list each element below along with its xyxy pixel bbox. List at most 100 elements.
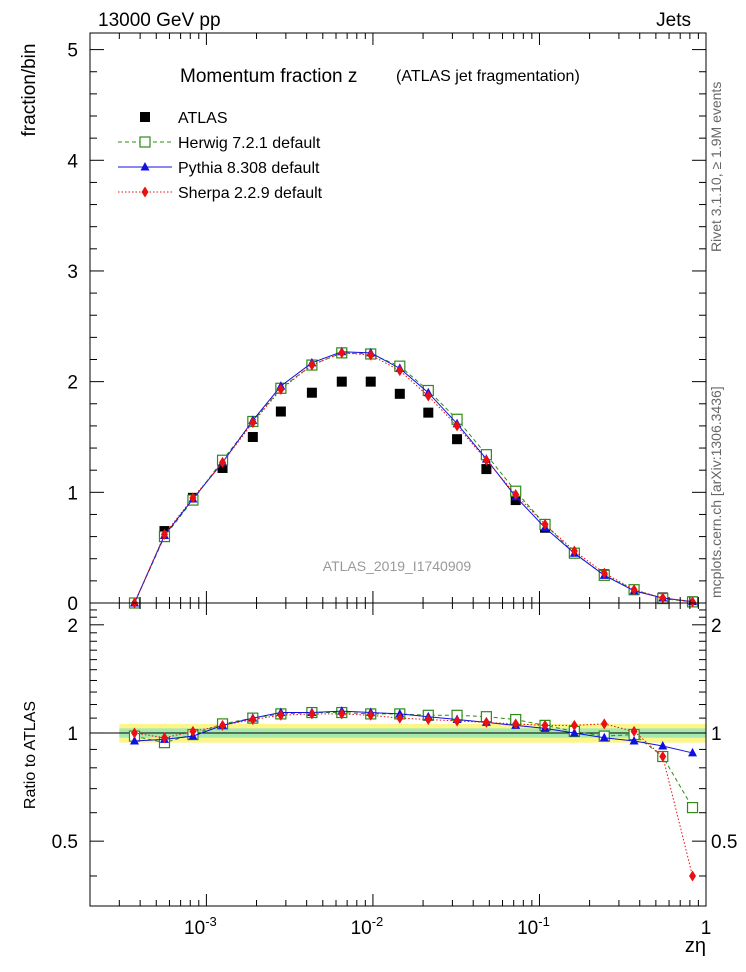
data-point <box>217 462 228 473</box>
ratio-point <box>249 714 257 726</box>
ratio-point <box>308 708 316 720</box>
data-point <box>367 349 375 361</box>
ratio-point <box>129 735 139 745</box>
x-tick-label: 10-3 <box>184 914 217 939</box>
y-tick-label: 5 <box>67 41 78 62</box>
ratio-point <box>453 715 461 727</box>
data-point <box>277 383 285 395</box>
legend-label: ATLAS <box>178 110 228 127</box>
data-point <box>396 365 404 377</box>
ratio-frame <box>89 602 707 907</box>
ratio-series-0 <box>128 706 699 814</box>
x-tick-label: 1 <box>701 918 712 939</box>
ratio-point <box>659 751 667 763</box>
data-point <box>306 387 317 398</box>
data-point <box>189 492 197 504</box>
y-tick-label: 4 <box>67 151 78 172</box>
data-point <box>423 407 434 418</box>
data-point <box>219 456 227 468</box>
category-label: Jets <box>656 10 691 31</box>
data-point <box>570 545 578 557</box>
ratio-series-2 <box>130 708 697 882</box>
ratio-plot-panel: Ratio to ATLAS zη 10-3 10-2 10-1 1 0.5 0.5 1 1 2… <box>22 602 737 957</box>
ratio-series-line <box>134 713 694 877</box>
y-tick-label-right: 0.5 <box>711 832 737 853</box>
legend: ATLAS Herwig 7.2.1 default Pythia 8.308 de… <box>118 110 323 202</box>
chart-subtitle: (ATLAS jet fragmentation) <box>396 68 580 85</box>
ratio-point <box>512 718 520 730</box>
ratio-point <box>569 727 579 737</box>
x-axis-label: zη <box>685 935 706 957</box>
ratio-point <box>570 719 578 731</box>
data-point <box>394 388 405 399</box>
ratio-point <box>658 740 668 750</box>
ratio-y-axis-label: Ratio to ATLAS <box>22 701 39 809</box>
legend-marker <box>140 162 150 171</box>
data-point <box>247 431 258 442</box>
data-point <box>453 420 461 432</box>
rivet-label: Rivet 3.1.10, ≥ 1.9M events <box>708 82 724 252</box>
ratio-point <box>277 709 285 721</box>
data-point <box>365 376 376 387</box>
ratio-point <box>689 870 697 882</box>
data-point <box>659 592 667 604</box>
main-plot-panel: fraction/bin Momentum fraction z (ATLAS … <box>19 32 707 615</box>
data-point <box>481 464 492 475</box>
chart-title: Momentum fraction z <box>180 66 357 87</box>
data-point <box>452 434 463 445</box>
data-point <box>482 454 490 466</box>
ratio-point <box>599 732 609 742</box>
data-point <box>308 359 316 371</box>
y-tick-label-right: 1 <box>711 724 722 745</box>
analysis-watermark: ATLAS_2019_I1740909 <box>323 558 472 574</box>
legend-label: Herwig 7.2.1 default <box>178 135 321 152</box>
ratio-point <box>482 716 490 728</box>
legend-marker <box>140 112 150 122</box>
ratio-point <box>396 712 404 724</box>
data-point <box>338 347 346 359</box>
series-line <box>134 352 693 604</box>
ratio-point <box>629 735 639 745</box>
data-point <box>160 528 168 540</box>
ratio-point <box>189 725 197 737</box>
legend-label: Sherpa 2.2.9 default <box>178 185 323 202</box>
ratio-point <box>541 719 549 731</box>
ratio-point <box>600 718 608 730</box>
ratio-point <box>160 732 168 744</box>
y-tick-label: 2 <box>67 616 78 637</box>
data-point <box>600 567 608 579</box>
ratio-point <box>424 714 432 726</box>
data-point <box>336 376 347 387</box>
data-point <box>424 390 432 402</box>
mcplots-label: mcplots.cern.ch [arXiv:1306.3436] <box>708 386 724 598</box>
ratio-point <box>686 801 699 814</box>
x-tick-label: 10-1 <box>517 914 550 939</box>
y-tick-label: 1 <box>67 724 78 745</box>
ratio-point <box>338 708 346 720</box>
y-tick-label: 0 <box>67 594 78 615</box>
series-3 <box>130 347 697 609</box>
x-tick-label: 10-2 <box>351 914 384 939</box>
y-tick-label: 0.5 <box>52 832 78 853</box>
y-tick-label-right: 2 <box>711 616 722 637</box>
ratio-point <box>688 747 698 757</box>
legend-marker <box>139 136 151 148</box>
y-tick-label: 2 <box>67 373 78 394</box>
data-point <box>512 489 520 501</box>
data-point <box>249 417 257 429</box>
data-point <box>541 518 549 530</box>
energy-label: 13000 GeV pp <box>98 10 221 31</box>
data-point <box>275 406 286 417</box>
data-point <box>630 584 638 596</box>
main-y-axis-label: fraction/bin <box>19 44 40 137</box>
ratio-point <box>130 727 138 739</box>
legend-marker <box>141 186 149 198</box>
ratio-point <box>367 709 375 721</box>
legend-label: Pythia 8.308 default <box>178 160 320 177</box>
y-tick-label: 3 <box>67 262 78 283</box>
ratio-point <box>630 725 638 737</box>
data-point <box>689 596 697 608</box>
y-tick-label: 1 <box>67 483 78 504</box>
ratio-point <box>219 719 227 731</box>
